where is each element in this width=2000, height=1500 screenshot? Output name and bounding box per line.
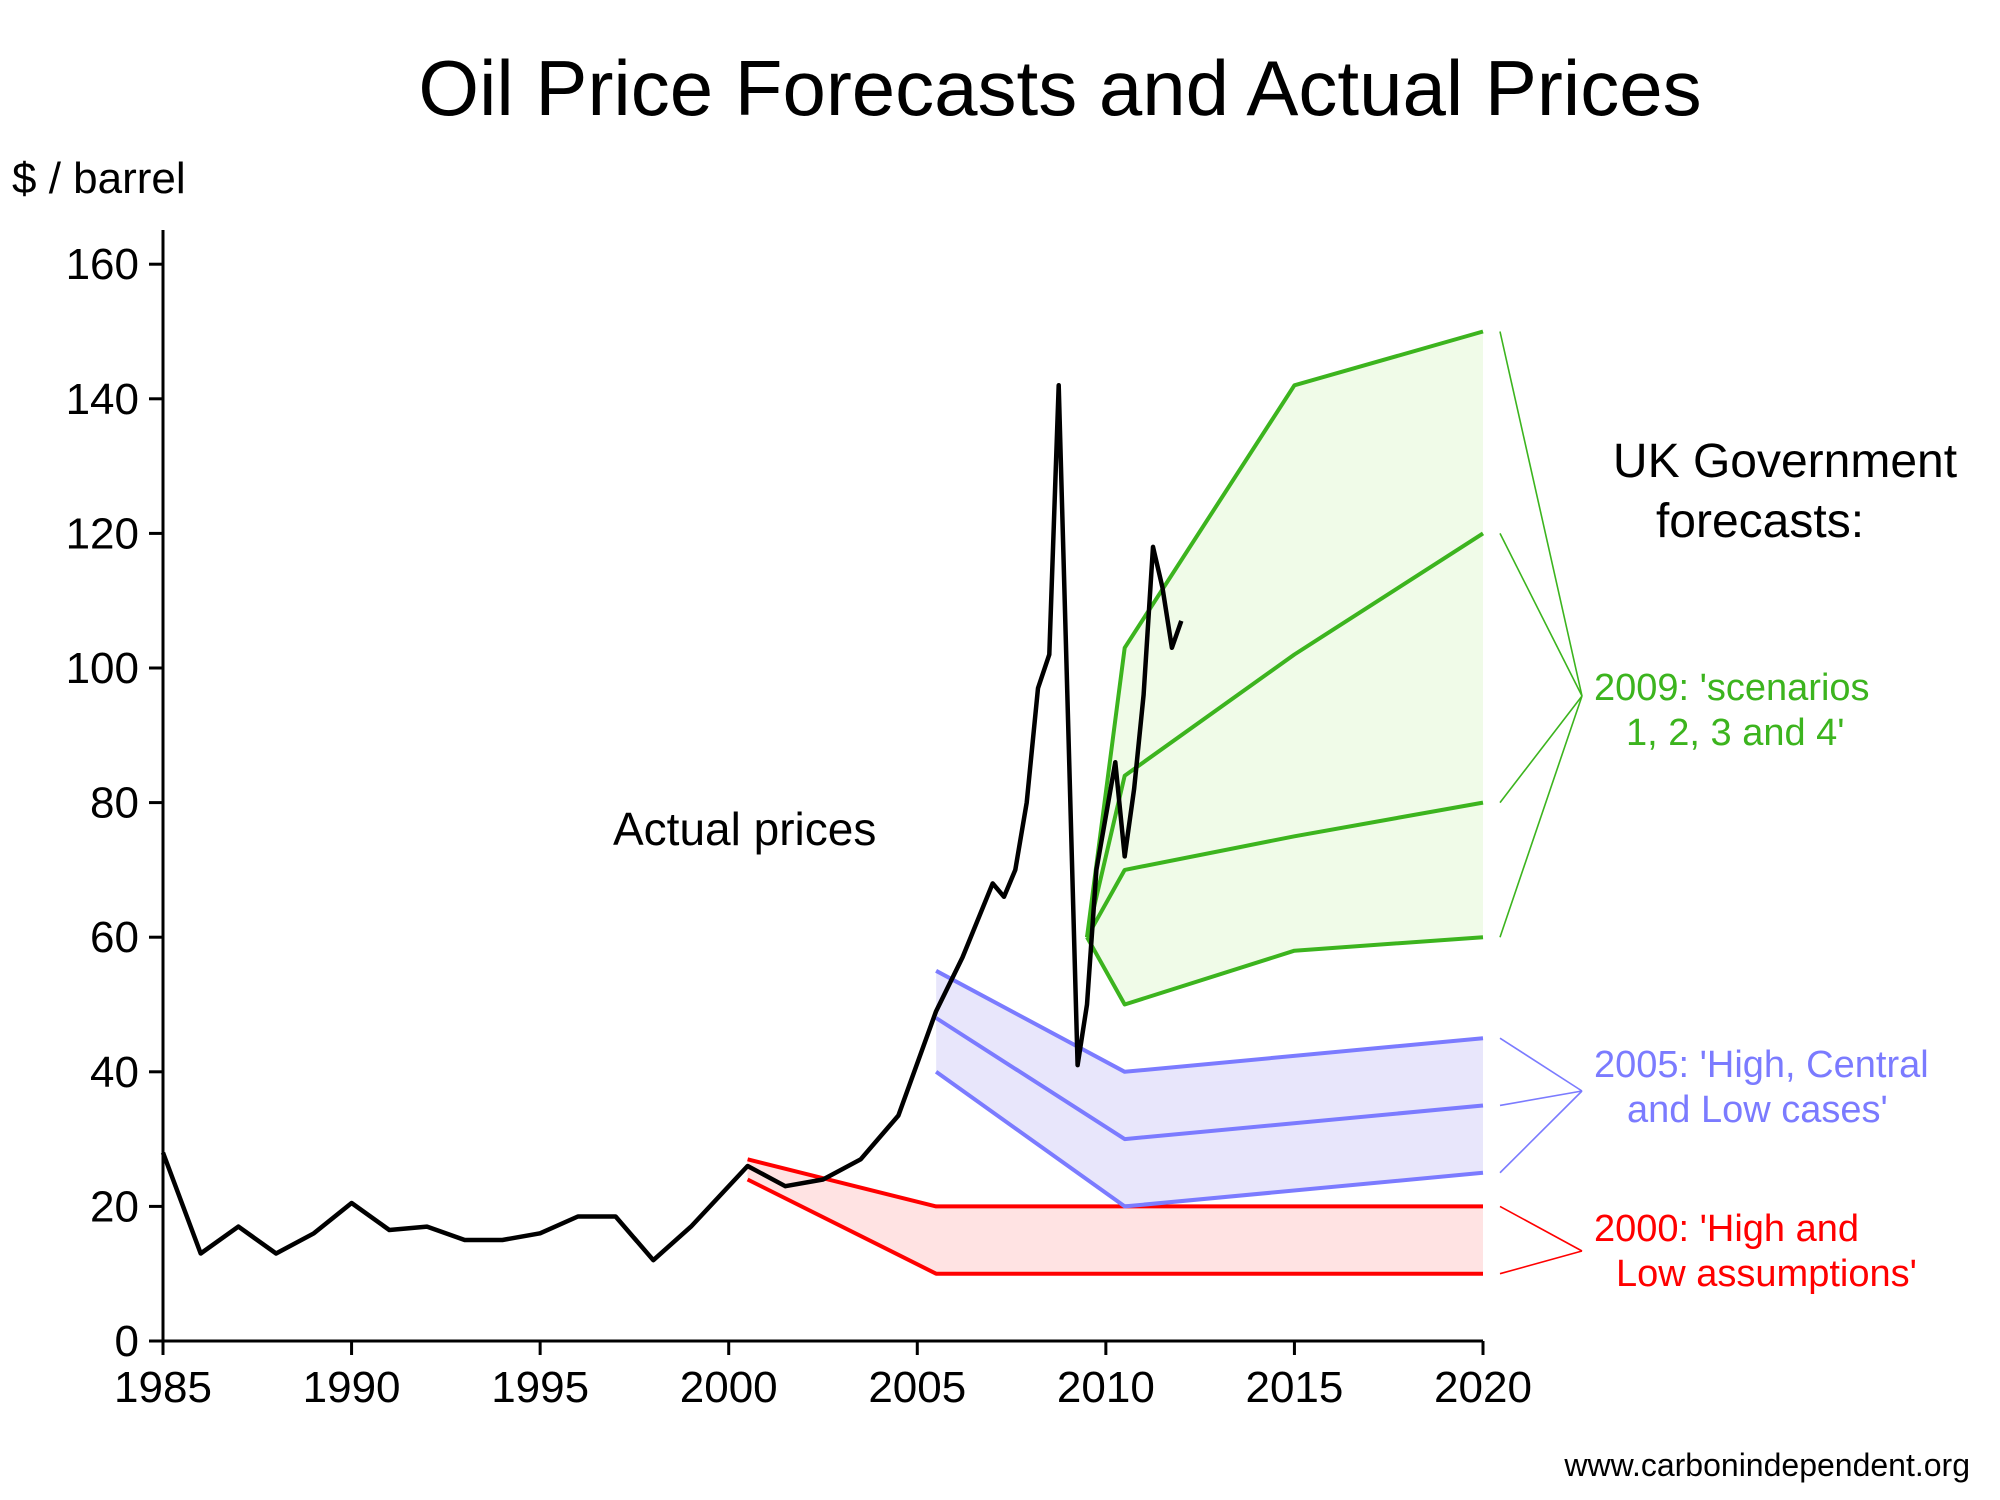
- x-tick-label: 2010: [1057, 1363, 1155, 1412]
- group-2009-label-line-2: 1, 2, 3 and 4': [1626, 712, 1845, 754]
- x-tick-label: 2005: [868, 1363, 966, 1412]
- group-2005-label-line-1: 2005: 'High, Central: [1594, 1044, 1929, 1086]
- y-tick-label: 160: [66, 240, 139, 289]
- forecast-2000-series-2-line: [746, 1177, 1483, 1276]
- forecast-2009-series-3-line: [1085, 800, 1484, 939]
- y-tick-label: 40: [90, 1048, 139, 1097]
- y-tick-label: 80: [90, 779, 139, 828]
- actual-price-line: [160, 383, 1184, 1263]
- forecast-2005-series-1-line: [935, 969, 1484, 1074]
- source-credit: www.carbonindependent.org: [1563, 1447, 1970, 1483]
- x-tick-label: 2020: [1434, 1363, 1532, 1412]
- forecast-2009-connector: [1499, 533, 1583, 697]
- y-tick-label: 120: [66, 509, 139, 558]
- x-tick-label: 1990: [303, 1363, 401, 1412]
- forecast-bands: [747, 331, 1483, 1274]
- chart-title: Oil Price Forecasts and Actual Prices: [418, 44, 1701, 132]
- y-ticks: 0 20 40 60 80 100 120 140 160: [66, 240, 163, 1366]
- forecast-2000-connector: [1499, 1250, 1583, 1275]
- x-tick-label: 2015: [1245, 1363, 1343, 1412]
- group-2009-label-line-1: 2009: 'scenarios: [1594, 667, 1870, 709]
- x-tick-label: 2000: [680, 1363, 778, 1412]
- group-2000-label-line-1: 2000: 'High and: [1594, 1208, 1859, 1250]
- x-tick-label: 1985: [114, 1363, 212, 1412]
- group-connectors: [1499, 331, 1583, 1275]
- forecast-2009-connector: [1499, 331, 1583, 697]
- actual-prices-label: Actual prices: [613, 803, 876, 855]
- forecast-2009-connector: [1499, 695, 1583, 804]
- y-tick-label: 140: [66, 375, 139, 424]
- forecast-2009-series-4-line: [1085, 935, 1484, 1007]
- forecast-2005-connector: [1499, 1037, 1583, 1092]
- forecast-2000-connector: [1499, 1205, 1583, 1252]
- x-tick-label: 1995: [491, 1363, 589, 1412]
- actual-price-line-group: [160, 383, 1184, 1263]
- forecast-2000-series-1-line: [747, 1157, 1483, 1209]
- forecasts-heading-line-2: forecasts:: [1656, 495, 1864, 548]
- y-tick-label: 20: [90, 1182, 139, 1231]
- forecast-2009-series-1-line: [1085, 329, 1484, 938]
- y-tick-label: 60: [90, 913, 139, 962]
- forecast-2005-series-3-line: [934, 1070, 1484, 1209]
- forecast-2005-band: [936, 970, 1483, 1207]
- forecast-2009-series-2-line: [1085, 531, 1485, 938]
- group-2000-label-line-2: Low assumptions': [1616, 1253, 1917, 1295]
- forecast-2009-connector: [1499, 695, 1583, 938]
- group-2005-label-line-2: and Low cases': [1627, 1089, 1888, 1131]
- forecast-2000-band: [747, 1159, 1483, 1274]
- forecast-2005-connector: [1499, 1090, 1583, 1174]
- y-tick-label: 100: [66, 644, 139, 693]
- forecast-2005-connector: [1499, 1090, 1583, 1107]
- forecast-2009-band: [1087, 331, 1483, 1005]
- forecast-2005-series-2-line: [935, 1016, 1484, 1142]
- y-tick-label: 0: [115, 1317, 139, 1366]
- forecast-lines: [746, 329, 1485, 1276]
- y-axis-label: $ / barrel: [12, 154, 186, 203]
- axes: [161, 230, 1483, 1343]
- x-ticks: 1985 1990 1995 2000 2005 2010 2015 2020: [114, 1341, 1532, 1412]
- forecasts-heading-line-1: UK Government: [1613, 435, 1957, 488]
